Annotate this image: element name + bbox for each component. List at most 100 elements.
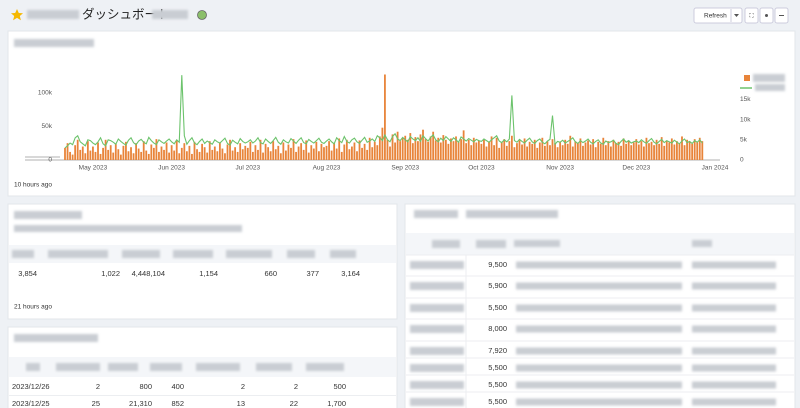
bar xyxy=(538,142,541,160)
bar xyxy=(582,145,584,160)
bar xyxy=(424,139,427,160)
bar xyxy=(246,147,249,160)
blurred-text xyxy=(692,398,776,406)
bar xyxy=(340,151,343,160)
bar xyxy=(231,150,234,160)
bar xyxy=(660,137,663,160)
bar xyxy=(251,151,254,160)
legend-swatch[interactable] xyxy=(744,75,750,81)
favorite-star[interactable] xyxy=(11,9,23,21)
bar xyxy=(318,151,320,160)
button[interactable] xyxy=(693,7,743,24)
bar xyxy=(221,148,224,160)
bar xyxy=(297,146,300,160)
bar xyxy=(422,129,424,160)
bar xyxy=(71,154,74,160)
bar xyxy=(686,139,688,160)
bar xyxy=(376,145,379,160)
y-tick-label: 100k xyxy=(38,89,53,96)
bar xyxy=(208,141,211,160)
x-tick-label: Dec 2023 xyxy=(622,165,650,172)
bar xyxy=(112,152,115,160)
bar xyxy=(477,140,480,160)
y-tick-label: 15k xyxy=(740,96,751,103)
chart-updated: 10 hours ago xyxy=(14,182,52,189)
bar xyxy=(396,131,399,160)
table-cell: 2 xyxy=(96,382,100,391)
bar xyxy=(650,141,653,160)
refresh-button[interactable]: Refresh xyxy=(693,7,743,24)
x-tick-label: Jan 2024 xyxy=(702,165,729,172)
bar xyxy=(531,143,534,160)
x-tick-label: Oct 2023 xyxy=(468,165,495,172)
x-tick-label: Jun 2023 xyxy=(158,165,185,172)
bar xyxy=(447,143,450,160)
table-cell: 3,164 xyxy=(341,269,360,278)
bar xyxy=(470,145,473,160)
bar xyxy=(602,137,605,160)
bar xyxy=(249,141,252,160)
bar xyxy=(328,141,330,160)
bar xyxy=(670,138,673,160)
bar xyxy=(358,140,361,160)
bar xyxy=(185,151,188,160)
bar xyxy=(419,134,422,160)
bar xyxy=(94,151,97,160)
bar xyxy=(401,137,404,160)
bar xyxy=(678,143,681,160)
y-tick-label: 0 xyxy=(48,157,52,164)
ranking-rows: 9,500 5,900 5,500 8,000 7,920 5,500 5,500 5,500 xyxy=(406,254,794,406)
bar xyxy=(523,138,526,160)
bar xyxy=(414,137,417,160)
icon: ⛶ xyxy=(749,13,754,20)
bar xyxy=(500,142,503,160)
bar xyxy=(254,145,257,160)
table-cell: 5,500 xyxy=(488,363,507,372)
bar xyxy=(427,141,429,160)
bar xyxy=(132,153,135,160)
table-cell: 7,920 xyxy=(488,346,507,355)
y-tick-label: 0 xyxy=(740,157,744,164)
blurred-text xyxy=(516,347,682,355)
bar xyxy=(455,136,457,160)
blurred-text xyxy=(516,398,682,406)
x-tick-label: May 2023 xyxy=(79,165,108,172)
header-cells xyxy=(432,240,712,248)
bar xyxy=(241,149,244,160)
bar xyxy=(417,141,419,160)
chart-panel xyxy=(7,30,796,197)
bar xyxy=(691,143,694,160)
bar xyxy=(480,143,483,160)
bar xyxy=(505,145,508,160)
refresh-label[interactable]: Refresh xyxy=(704,13,727,20)
bar xyxy=(475,142,478,160)
bar xyxy=(399,141,402,160)
bar xyxy=(279,153,282,160)
bar xyxy=(165,142,168,160)
bar xyxy=(543,145,546,160)
bar xyxy=(168,152,171,160)
bar xyxy=(74,145,77,160)
bar xyxy=(429,136,432,160)
bar xyxy=(302,149,305,160)
bar xyxy=(127,151,130,160)
bar xyxy=(437,137,440,160)
table-cell: 8,000 xyxy=(488,324,507,333)
blurred-text xyxy=(14,39,94,47)
bar xyxy=(490,136,493,160)
bar xyxy=(282,142,285,160)
blurred-text xyxy=(516,381,682,389)
dropdown-caret[interactable] xyxy=(734,14,739,17)
blurred-text xyxy=(466,210,558,218)
bar xyxy=(693,139,696,160)
bar xyxy=(368,137,371,160)
blurred-text xyxy=(410,381,464,389)
bar xyxy=(102,147,104,160)
fullscreen-button[interactable] xyxy=(744,7,759,24)
bar xyxy=(69,151,71,160)
bar xyxy=(224,153,226,160)
bar xyxy=(450,138,452,160)
header-cells xyxy=(12,250,356,258)
bar xyxy=(158,151,160,160)
blurred-text xyxy=(410,304,464,312)
